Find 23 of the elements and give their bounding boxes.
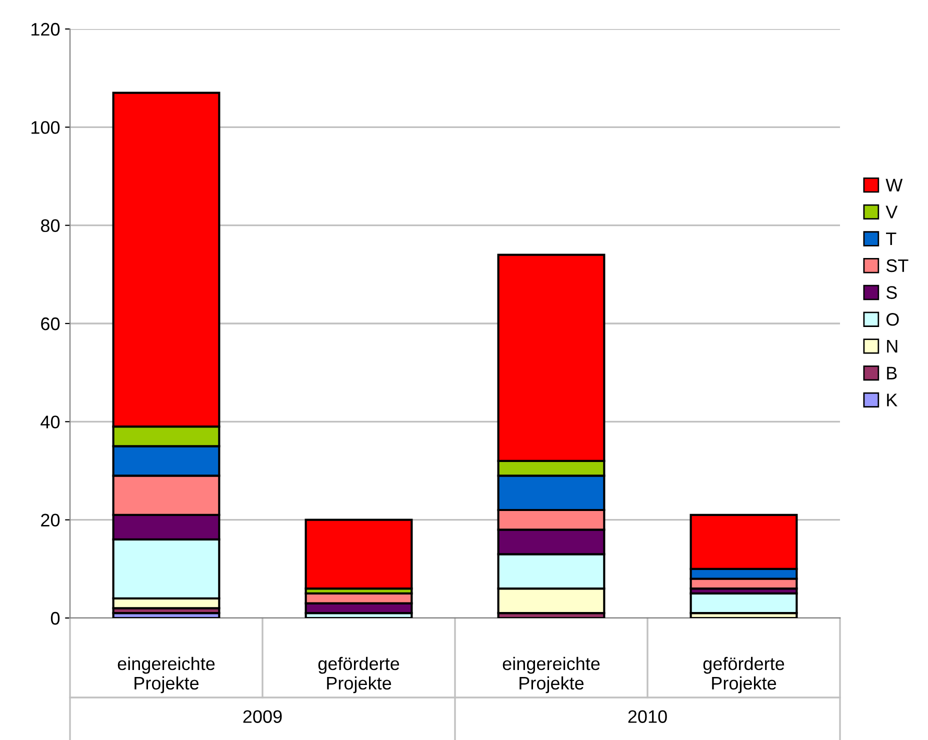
y-tick-label: 100: [32, 121, 60, 134]
text: 2010: [628, 710, 667, 723]
y-tick-label: 20: [41, 514, 60, 527]
x-tick-label: geförderte Projekte: [318, 656, 400, 694]
legend-label: N: [887, 340, 898, 352]
x-tick-label: eingereichte Projekte: [118, 656, 215, 694]
x-tick-label: geförderte Projekte: [703, 656, 784, 694]
legend-label: V: [886, 206, 898, 218]
legend-label: T: [886, 232, 896, 246]
text: 2009: [243, 710, 282, 723]
bar: [690, 592, 798, 614]
legend-label: B: [887, 366, 897, 380]
legend-label: O: [886, 313, 899, 326]
y-tick-label: 0: [50, 612, 60, 625]
y-tick-label: 60: [41, 317, 60, 330]
y-tick-label: 80: [40, 219, 60, 232]
legend-label: S: [886, 286, 897, 299]
y-tick-label: 40: [40, 416, 60, 428]
legend-label: W: [886, 178, 903, 192]
legend-label: K: [887, 394, 898, 406]
y-tick-label: 120: [32, 22, 60, 36]
legend-label: ST: [886, 259, 908, 272]
x-tick-label: eingereichte Projekte: [502, 656, 600, 694]
